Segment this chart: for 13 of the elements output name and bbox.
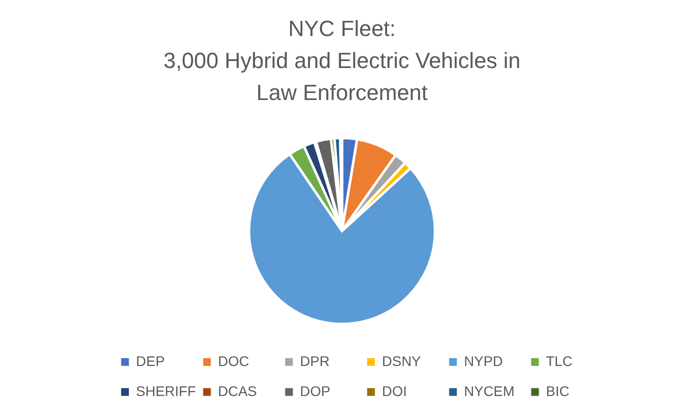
legend-label: DEP xyxy=(136,353,165,369)
legend-label: BIC xyxy=(546,383,570,399)
legend-label: DOI xyxy=(382,383,407,399)
legend-label: DCAS xyxy=(218,383,257,399)
legend-label: SHERIFF xyxy=(136,383,196,399)
legend-label: NYCEM xyxy=(464,383,515,399)
legend-label: DOP xyxy=(300,383,330,399)
chart-title: NYC Fleet: 3,000 Hybrid and Electric Vehicles in Law Enforcement xyxy=(163,16,521,105)
legend-label: NYPD xyxy=(464,353,503,369)
legend-label: DPR xyxy=(300,353,330,369)
legend-label: DSNY xyxy=(382,353,422,369)
legend-label: TLC xyxy=(546,353,572,369)
legend-label: DOC xyxy=(218,353,250,369)
